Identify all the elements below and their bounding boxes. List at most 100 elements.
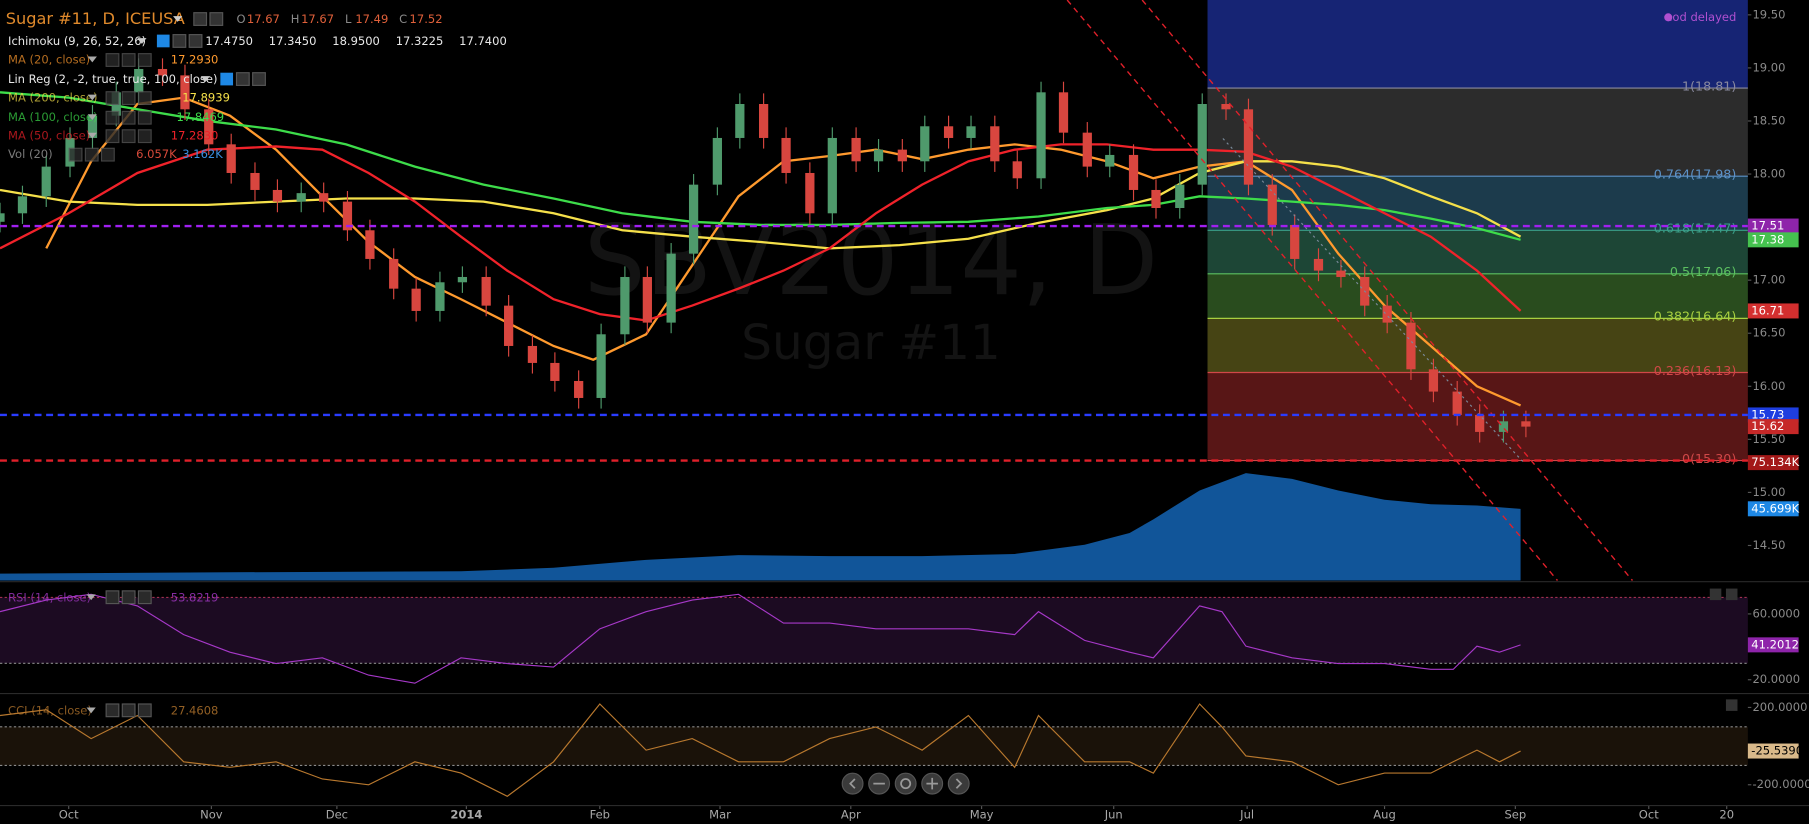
settings-button[interactable] bbox=[172, 34, 187, 48]
candle-body bbox=[319, 193, 329, 202]
study-value: 18.9500 bbox=[332, 34, 380, 48]
x-tick-label: May bbox=[970, 807, 994, 821]
volume-legend[interactable]: Vol (20) bbox=[8, 147, 53, 161]
price-label-box bbox=[1747, 743, 1799, 759]
trend-line[interactable] bbox=[1141, 0, 1634, 581]
candle-body bbox=[250, 172, 260, 190]
nav-icon bbox=[900, 778, 912, 790]
settings-button[interactable] bbox=[209, 12, 224, 26]
settings-button[interactable] bbox=[105, 703, 120, 718]
trend-center-line[interactable] bbox=[1222, 138, 1524, 463]
settings-button[interactable] bbox=[235, 72, 250, 86]
settings-button[interactable] bbox=[100, 147, 115, 162]
settings-button[interactable] bbox=[137, 53, 152, 67]
settings-button[interactable] bbox=[121, 590, 136, 605]
study-name[interactable]: Lin Reg (2, -2, true, true, 100, close) bbox=[8, 72, 217, 86]
band-fill bbox=[0, 726, 1748, 766]
volume-legend-value: 3.162K bbox=[182, 147, 223, 161]
candle-body bbox=[272, 189, 283, 202]
x-tick-label: Mar bbox=[709, 807, 731, 821]
fib-zone bbox=[1207, 0, 1748, 89]
fib-label: 0.382(16.64) bbox=[1654, 309, 1737, 324]
symbol-title[interactable]: Sugar #11, D, ICEUSA bbox=[6, 9, 185, 28]
indicator-legend[interactable]: RSI (14, close) bbox=[8, 590, 91, 604]
settings-button[interactable] bbox=[105, 110, 120, 125]
settings-button[interactable] bbox=[121, 53, 136, 67]
settings-button[interactable] bbox=[137, 590, 152, 605]
settings-button[interactable] bbox=[105, 53, 120, 67]
settings-button[interactable] bbox=[121, 91, 136, 106]
fib-label: 1(18.81) bbox=[1682, 78, 1736, 93]
y-tick-label: 20.0000 bbox=[1752, 672, 1800, 686]
series-legend[interactable]: MA (20, close) bbox=[8, 53, 90, 67]
close-button[interactable] bbox=[252, 72, 266, 86]
candle-body bbox=[1498, 421, 1509, 432]
indicator-legend[interactable]: CCI (14, close) bbox=[8, 703, 92, 717]
dropdown-icon[interactable] bbox=[137, 38, 147, 44]
price-label-box bbox=[1747, 407, 1799, 423]
visibility-button[interactable] bbox=[220, 72, 234, 86]
settings-button[interactable] bbox=[105, 91, 120, 106]
price-label: 15.62 bbox=[1751, 419, 1784, 433]
dropdown-icon[interactable] bbox=[87, 114, 97, 121]
candle-body bbox=[827, 137, 837, 214]
y-tick-label: 19.50 bbox=[1752, 7, 1785, 21]
pane-button[interactable] bbox=[1725, 699, 1738, 711]
ohlc-value: 17.67 bbox=[247, 12, 280, 26]
x-tick-label: Sep bbox=[1504, 807, 1526, 821]
close-button[interactable] bbox=[188, 34, 203, 48]
candle-body bbox=[688, 184, 699, 254]
settings-button[interactable] bbox=[105, 129, 120, 144]
candle-body bbox=[389, 258, 399, 289]
settings-button[interactable] bbox=[105, 590, 120, 605]
pane-button[interactable] bbox=[1725, 588, 1738, 601]
settings-button[interactable] bbox=[137, 703, 152, 718]
settings-button[interactable] bbox=[84, 147, 99, 162]
settings-button[interactable] bbox=[137, 129, 152, 144]
candle-body bbox=[873, 149, 884, 162]
dropdown-icon[interactable] bbox=[173, 16, 183, 22]
scroll-left-button[interactable] bbox=[841, 772, 864, 795]
y-tick-label: 15.00 bbox=[1752, 485, 1785, 499]
reset-button[interactable] bbox=[894, 772, 917, 795]
fib-zone bbox=[1207, 318, 1748, 373]
dropdown-icon[interactable] bbox=[200, 76, 210, 82]
settings-button[interactable] bbox=[137, 91, 152, 106]
y-tick-label: 19.00 bbox=[1752, 60, 1785, 74]
settings-button[interactable] bbox=[121, 703, 136, 718]
candle-body bbox=[1058, 92, 1069, 133]
visibility-button[interactable] bbox=[156, 34, 170, 48]
settings-button[interactable] bbox=[193, 12, 208, 26]
dropdown-icon[interactable] bbox=[87, 132, 97, 139]
dropdown-icon[interactable] bbox=[87, 56, 97, 63]
series-legend[interactable]: MA (50, close) bbox=[8, 129, 90, 143]
watermark-name: Sugar #11 bbox=[741, 315, 1000, 371]
series-legend[interactable]: MA (200, close) bbox=[8, 91, 97, 105]
ohlc-value: 17.52 bbox=[410, 12, 443, 26]
dropdown-icon[interactable] bbox=[86, 594, 96, 601]
series-legend-value: 17.2830 bbox=[171, 129, 219, 143]
moving-average-line bbox=[0, 143, 1522, 322]
settings-button[interactable] bbox=[121, 110, 136, 125]
settings-button[interactable] bbox=[68, 147, 83, 162]
trend-line[interactable] bbox=[1066, 0, 1559, 581]
settings-button[interactable] bbox=[121, 129, 136, 144]
volume-area bbox=[0, 473, 1521, 581]
candle-body bbox=[1475, 414, 1485, 432]
candle-body bbox=[735, 104, 745, 138]
ohlc-key: O bbox=[237, 12, 246, 26]
candle-body bbox=[712, 137, 722, 185]
nav-icons bbox=[849, 777, 963, 790]
fib-label: 0.236(16.13) bbox=[1654, 363, 1737, 378]
dropdown-icon[interactable] bbox=[86, 707, 96, 714]
candle-body bbox=[666, 253, 676, 323]
series-legend-value: 17.2930 bbox=[171, 53, 219, 67]
settings-button[interactable] bbox=[137, 110, 152, 125]
mid-layer bbox=[0, 58, 1531, 797]
status-text: eod delayed bbox=[1665, 10, 1736, 24]
dropdown-icon[interactable] bbox=[87, 94, 97, 101]
scroll-right-button[interactable] bbox=[947, 772, 970, 795]
pane-button[interactable] bbox=[1709, 588, 1722, 601]
study-name[interactable]: Ichimoku (9, 26, 52, 26) bbox=[8, 34, 146, 48]
series-legend[interactable]: MA (100, close) bbox=[8, 110, 97, 124]
